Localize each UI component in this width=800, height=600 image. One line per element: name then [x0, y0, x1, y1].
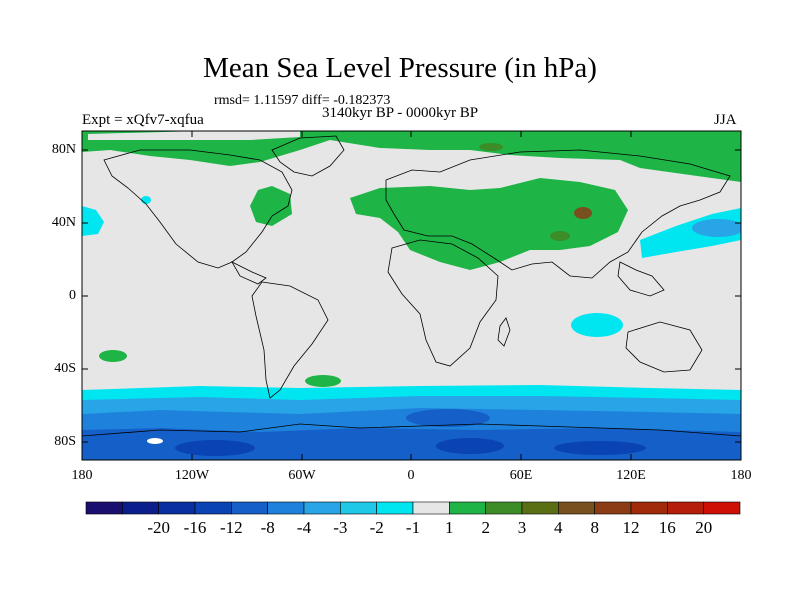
colorbar-tick-label: 16	[658, 518, 676, 537]
lon-tick-label: 60W	[288, 468, 316, 483]
colorbar-tick-label: 2	[481, 518, 490, 537]
eurasia-outline	[385, 149, 731, 279]
colorbar-swatch	[594, 501, 632, 515]
colorbar-tick-label: -2	[369, 518, 384, 537]
lon-tick-label: 120W	[174, 468, 210, 483]
colorbar-swatch	[267, 501, 305, 515]
colorbar-swatch	[158, 501, 196, 515]
antarctic-core-3	[554, 441, 646, 455]
arctic-spot	[479, 143, 503, 151]
eurasia-positive-region	[350, 178, 628, 270]
colorbar-swatch	[85, 501, 123, 515]
coastlines	[82, 135, 741, 437]
colorbar-tick-label: 8	[590, 518, 599, 537]
colorbar-tick-label: -3	[333, 518, 348, 537]
colorbar-swatch	[194, 501, 232, 515]
lon-tick-label: 180	[730, 468, 752, 483]
australia-outline	[625, 321, 703, 373]
colorbar-tick-label: 3	[517, 518, 527, 537]
colorbar-tick-label: -12	[219, 518, 243, 537]
season-label: JJA	[714, 112, 737, 128]
map-field	[82, 131, 741, 460]
tibet-high-spot	[574, 207, 592, 219]
colorbar-tick-label: -20	[147, 518, 171, 537]
colorbar	[85, 501, 741, 515]
rmsd-diff-stats: rmsd= 1.11597 diff= -0.182373	[214, 93, 391, 108]
colorbar-tick-label: 12	[622, 518, 640, 537]
lon-tick-label: 60E	[509, 468, 533, 483]
central-america-outline	[230, 261, 267, 285]
lat-tick-label: 80N	[51, 142, 76, 157]
south-america-outline	[251, 281, 329, 399]
map-title: Mean Sea Level Pressure (in hPa)	[203, 52, 597, 84]
lat-tick-label: 0	[69, 288, 76, 303]
colorbar-swatch	[122, 501, 159, 515]
lon-tick-label: 180	[71, 468, 93, 483]
colorbar-tick-label: 4	[554, 518, 563, 537]
antarctic-core-2	[175, 440, 255, 456]
lon-tick-label: 120E	[616, 468, 646, 483]
madagascar-outline	[497, 317, 511, 347]
colorbar-tick-label: -8	[260, 518, 275, 537]
south-atlantic-positive	[305, 375, 341, 387]
antarctic-white-spot	[147, 438, 163, 444]
pacific-core-negative	[692, 219, 741, 237]
colorbar-swatch	[303, 501, 341, 515]
maritime-continent-outline	[617, 261, 665, 297]
colorbar-swatch	[485, 501, 523, 515]
arctic-positive-region	[82, 131, 741, 182]
map-ticks	[81, 131, 742, 460]
greenland-outline	[271, 135, 345, 177]
lat-tick-label: 40S	[54, 361, 76, 376]
colorbar-swatch	[340, 501, 377, 515]
colorbar-swatch	[231, 501, 268, 515]
colorbar-tick-label: -16	[183, 518, 207, 537]
colorbar-swatch	[412, 501, 450, 515]
colorbar-tick-label: -4	[296, 518, 312, 537]
southern-core	[406, 409, 490, 427]
indian-ocean-negative	[571, 313, 623, 337]
experiment-label: Expt = xQfv7-xqfua	[82, 112, 204, 128]
colorbar-tick-label: -1	[405, 518, 421, 537]
pacific-small-negative	[141, 196, 151, 204]
pacific-west-negative	[82, 206, 104, 236]
south-pacific-positive	[99, 350, 127, 362]
colorbar-swatch	[449, 501, 486, 515]
colorbar-swatch	[667, 501, 704, 515]
north-america-outline	[103, 149, 293, 269]
lat-tick-label: 80S	[54, 434, 76, 449]
colorbar-tick-label: 1	[445, 518, 454, 537]
antarctica-outline	[82, 423, 741, 437]
period-label: 3140kyr BP - 0000kyr BP	[322, 105, 479, 121]
n-america-positive-region	[250, 186, 292, 226]
colorbar-swatch	[521, 501, 559, 515]
lon-tick-label: 0	[407, 468, 415, 483]
antarctic-core-1	[436, 438, 504, 454]
africa-outline	[387, 239, 499, 367]
colorbar-swatch	[703, 501, 741, 515]
arctic-neutral-strip	[88, 131, 300, 140]
lat-tick-label: 40N	[51, 215, 76, 230]
colorbar-swatch	[376, 501, 414, 515]
colorbar-swatch	[558, 501, 595, 515]
colorbar-swatch	[630, 501, 668, 515]
plateau-spot	[550, 231, 570, 241]
colorbar-tick-label: 20	[695, 518, 713, 537]
